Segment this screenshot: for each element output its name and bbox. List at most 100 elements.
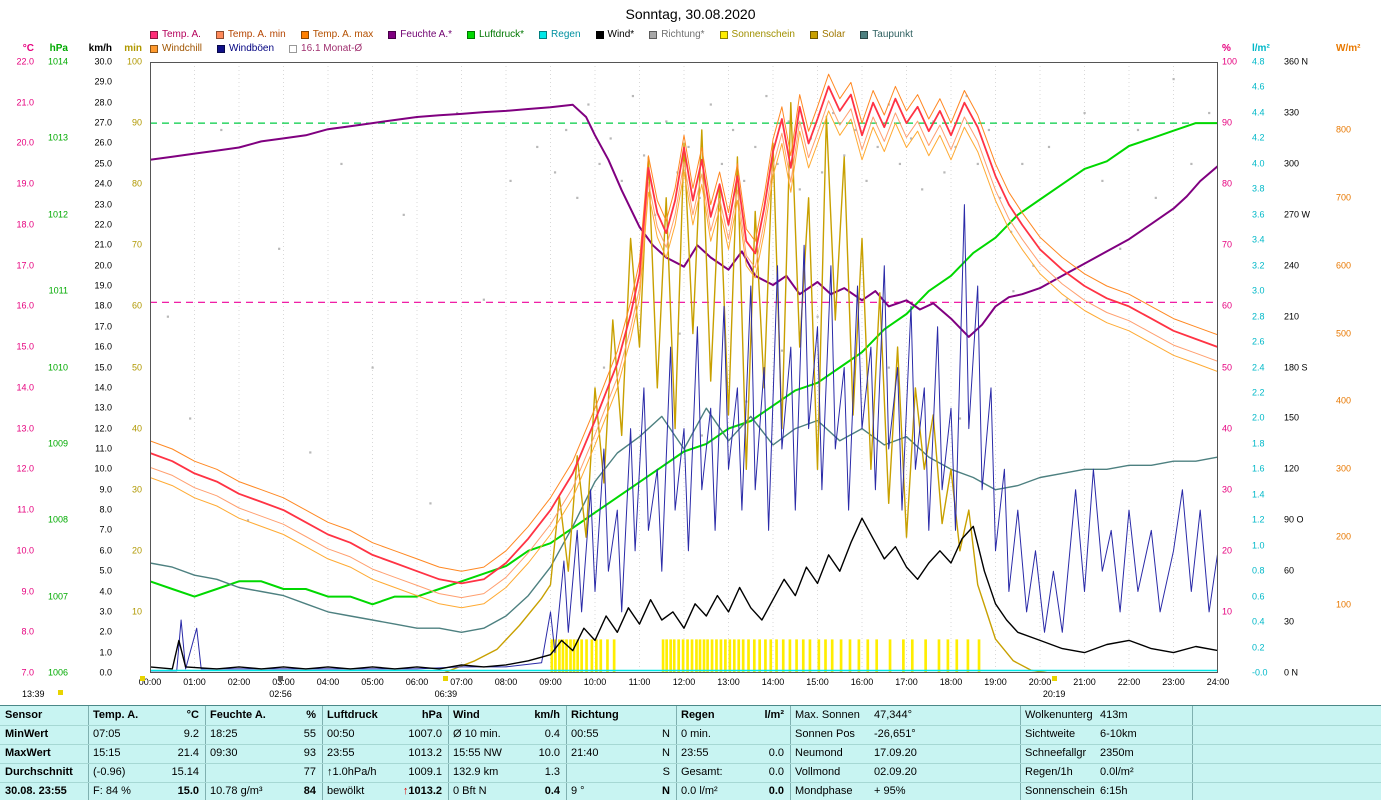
stats-row-label: Sensor	[5, 709, 43, 721]
wind-direction-dot	[678, 332, 681, 335]
stats-cell: Max. Sonnen	[795, 709, 860, 721]
stats-cell: 9 °	[571, 785, 585, 797]
x-axis-label: 23:00	[1162, 677, 1185, 687]
stats-cell: Feuchte A.	[210, 709, 266, 721]
stats-cell: Wolkenunterg	[1025, 709, 1093, 721]
stats-cell-value: 0.0	[768, 747, 784, 759]
axis-tick-label: 120	[1284, 463, 1300, 474]
x-axis-label: 03:00	[272, 677, 295, 687]
wind-direction-dot	[898, 162, 902, 166]
stats-cell: ↑1.0hPa/h	[327, 766, 377, 778]
sunshine-bar	[795, 639, 798, 673]
sunshine-bar	[781, 639, 785, 673]
sunshine-bar	[554, 639, 557, 673]
wind-direction-dot	[780, 349, 784, 352]
stats-cell: Wind	[453, 709, 480, 721]
sunshine-bar	[599, 639, 603, 673]
axis-tick-label: 60	[131, 300, 142, 311]
legend-label: Feuchte A.*	[400, 29, 452, 40]
x-axis-label: 04:00	[316, 677, 340, 687]
axis-tick-label: 600	[1336, 260, 1352, 271]
stats-cell-value: 2350m	[1100, 747, 1134, 759]
axis-unit-label: W/m²	[1336, 43, 1361, 54]
wind-direction-dot	[553, 171, 557, 174]
axis-tick-label: 1.6	[1252, 463, 1265, 474]
sunshine-bar	[924, 639, 927, 673]
x-axis-label: 14:00	[761, 677, 785, 687]
legend-label: Wind*	[607, 29, 635, 40]
axis-tick-label: 20.0	[16, 137, 34, 148]
axis-tick-label: 210	[1284, 311, 1300, 322]
sunshine-bar	[569, 639, 572, 673]
wind-direction-dot	[1065, 298, 1068, 301]
sunshine-bar	[719, 639, 723, 673]
wind-direction-dot	[576, 196, 579, 199]
axis-tick-label: 17.0	[16, 260, 34, 271]
legend-label: Richtung*	[661, 29, 705, 40]
sunshine-bar	[866, 639, 870, 673]
stats-cell-value	[610, 706, 670, 725]
axis-tick-label: 1008	[47, 514, 68, 525]
wind-direction-dot	[909, 137, 913, 140]
wind-direction-dot	[1012, 290, 1015, 293]
temp-a-max-swatch-icon	[300, 31, 309, 39]
feuchte-a-swatch-icon	[388, 31, 397, 39]
wind-direction-dot	[976, 162, 979, 166]
wind-direction-dot	[1047, 145, 1051, 149]
axis-tick-label: 26.0	[94, 137, 112, 148]
time-marker-label: 06:39	[434, 689, 458, 699]
axis-tick-label: 4.0	[99, 586, 112, 597]
axis-tick-label: 22.0	[16, 56, 34, 67]
stats-table-row-divider	[0, 782, 1381, 783]
axis-tick-label: 30	[1284, 616, 1295, 627]
sunshine-bar	[752, 639, 756, 673]
legend-item-wind: Wind*	[595, 29, 635, 41]
wind-direction-dot	[482, 298, 485, 301]
windchill-swatch-icon	[150, 45, 158, 53]
wind-direction-dot	[954, 145, 957, 149]
16-1-monat-swatch-icon	[289, 45, 298, 53]
axis-tick-label: 18.0	[16, 219, 34, 230]
stats-cell: Regen/1h	[1025, 766, 1073, 778]
sunshine-bar	[902, 639, 905, 673]
axis-tick-label: 2.0	[99, 626, 112, 637]
stats-cell-value: 413m	[1100, 709, 1128, 721]
wind-direction-dot	[642, 154, 646, 157]
axis-tick-label: 700	[1336, 192, 1352, 203]
legend-item-sonnenschein: Sonnenschein	[719, 29, 795, 41]
axis-tick-label: 10.0	[94, 463, 112, 474]
sunshine-bar	[565, 639, 568, 673]
sunshine-bar	[839, 639, 843, 673]
axis-tick-label: 25.0	[94, 158, 112, 169]
wind-direction-dot	[1208, 111, 1211, 115]
stats-cell: 15:55 NW	[453, 747, 502, 759]
stats-table-divider	[205, 706, 206, 800]
axis-tick-label: 1012	[47, 209, 68, 220]
wind-direction-dot	[1083, 111, 1086, 115]
axis-tick-label: 3.6	[1252, 209, 1265, 220]
stats-cell: Sichtweite	[1025, 728, 1076, 740]
x-axis-label: 20:00	[1028, 677, 1052, 687]
sunshine-bar	[665, 639, 668, 673]
wind-direction-dot	[340, 162, 343, 166]
sunshine-bar	[672, 639, 676, 673]
series-temp-a	[150, 85, 1218, 585]
stats-cell-value: 0.4	[544, 728, 560, 740]
sunshine-bar	[769, 639, 773, 673]
sunshine-bar	[585, 639, 588, 673]
wind-direction-dot	[1136, 128, 1140, 132]
wind-direction-dot	[371, 366, 374, 369]
sunshine-bar	[595, 639, 598, 673]
axis-tick-label: 500	[1336, 328, 1352, 339]
wind-direction-dot	[536, 145, 539, 149]
sunshine-bar	[775, 639, 778, 673]
stats-cell-value: l/m²	[764, 709, 784, 721]
sunshine-bar	[561, 639, 565, 673]
x-axis-label: 11:00	[628, 677, 651, 687]
legend-label: Windchill	[162, 43, 203, 54]
axis-tick-label: 70	[131, 239, 142, 250]
stats-cell-value: 9.2	[183, 728, 199, 740]
sunshine-bar	[732, 639, 736, 673]
axis-tick-label: 180 S	[1284, 362, 1308, 372]
wind-direction-dot	[456, 111, 459, 115]
